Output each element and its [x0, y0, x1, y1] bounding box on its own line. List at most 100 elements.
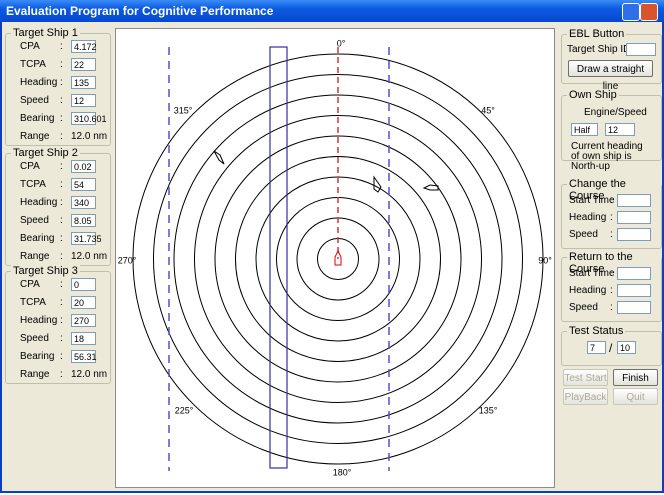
colon: :: [610, 212, 613, 223]
radar: 0° 45° 90° 135° 180° 225° 270° 315°: [118, 38, 553, 477]
field-label: Bearing: [20, 233, 55, 244]
own-ship: [334, 249, 342, 266]
range-value: 12.0 nm: [71, 369, 108, 380]
colon: :: [60, 77, 63, 88]
range-ring: [173, 94, 503, 424]
colon: :: [60, 369, 63, 380]
colon: :: [60, 297, 63, 308]
field-label: Start Time: [569, 268, 615, 279]
title-bar: Evaluation Program for Cognitive Perform…: [0, 0, 664, 22]
field-input[interactable]: 56.31: [71, 350, 97, 363]
speed-input[interactable]: 12: [605, 123, 635, 136]
field-label: Engine/Speed: [584, 107, 647, 118]
field-input[interactable]: [617, 211, 651, 224]
group-title: Test Status: [567, 325, 626, 337]
field-label: Target Ship ID :: [567, 44, 636, 55]
colon: :: [60, 113, 63, 124]
current-input[interactable]: 7: [587, 341, 606, 354]
colon: :: [60, 251, 63, 262]
field-label: Heading: [569, 212, 607, 223]
field-input[interactable]: 340: [71, 196, 96, 209]
field-label: Heading: [20, 315, 58, 326]
field-input[interactable]: 8.05: [71, 214, 96, 227]
field-label: Range: [20, 131, 50, 142]
colon: :: [60, 279, 63, 290]
group-box: Test Status: [561, 325, 662, 366]
colon: :: [60, 215, 63, 226]
field-label: CPA: [20, 279, 40, 290]
target-id-input[interactable]: [626, 43, 656, 56]
radar-panel: 0° 45° 90° 135° 180° 225° 270° 315°: [115, 28, 555, 488]
range-ring: [132, 53, 544, 465]
range-ring: [153, 74, 523, 444]
note: Current heading of own ship is North-up: [571, 141, 643, 172]
field-input[interactable]: [617, 267, 651, 280]
field-input[interactable]: 0: [71, 278, 96, 291]
bearing-label: 0°: [337, 38, 346, 48]
bearing-label: 90°: [538, 255, 552, 265]
field-label: Range: [20, 369, 50, 380]
colon: :: [60, 59, 63, 70]
bearing-label: 45°: [481, 105, 495, 115]
field-label: Speed: [569, 229, 598, 240]
bearing-label: 135°: [479, 405, 498, 415]
field-label: Speed: [20, 333, 49, 344]
range-ring: [235, 156, 441, 362]
colon: :: [610, 195, 613, 206]
field-input[interactable]: 0.02: [71, 160, 96, 173]
field-input[interactable]: 135: [71, 76, 96, 89]
bearing-label: 270°: [118, 255, 137, 265]
field-input[interactable]: 270: [71, 314, 96, 327]
colon: :: [60, 131, 63, 142]
field-label: CPA: [20, 161, 40, 172]
field-input[interactable]: 54: [71, 178, 96, 191]
close-button[interactable]: [640, 3, 658, 21]
field-input[interactable]: [617, 284, 651, 297]
ebl-rect: [269, 46, 288, 469]
field-input[interactable]: 12: [71, 94, 96, 107]
group-box: Target Ship 1: [5, 27, 111, 146]
group-box: Own Ship: [561, 89, 662, 161]
field-label: Heading: [20, 197, 58, 208]
field-input[interactable]: 20: [71, 296, 96, 309]
field-input[interactable]: 310.601: [71, 112, 107, 125]
field-input[interactable]: [617, 301, 651, 314]
colon: :: [60, 351, 63, 362]
target-ship: [213, 150, 225, 165]
colon: :: [60, 197, 63, 208]
field-input[interactable]: 22: [71, 58, 96, 71]
colon: :: [60, 333, 63, 344]
field-label: Bearing: [20, 351, 55, 362]
colon: :: [60, 95, 63, 106]
group-title: Target Ship 1: [11, 27, 80, 39]
field-label: TCPA: [20, 179, 46, 190]
window-title: Evaluation Program for Cognitive Perform…: [6, 4, 274, 18]
bearing-label: 315°: [174, 105, 193, 115]
group-title: Target Ship 3: [11, 265, 80, 277]
field-input[interactable]: [617, 194, 651, 207]
colon: :: [610, 268, 613, 279]
field-input[interactable]: 4.172: [71, 40, 97, 53]
colon: :: [60, 161, 63, 172]
minimize-button[interactable]: [622, 3, 640, 21]
total-input[interactable]: 10: [617, 341, 636, 354]
field-input[interactable]: [617, 228, 651, 241]
group-box: EBL Button: [561, 28, 662, 84]
group-box: Target Ship 3: [5, 265, 111, 384]
field-label: CPA: [20, 41, 40, 52]
colon: :: [60, 179, 63, 190]
range-ring: [214, 135, 462, 383]
draw-line-button[interactable]: Draw a straight line: [568, 60, 653, 92]
field-label: TCPA: [20, 59, 46, 70]
field-label: Start Time: [569, 195, 615, 206]
button[interactable]: Finish: [613, 369, 658, 386]
bearing-label: 225°: [175, 405, 194, 415]
group-title: Own Ship: [567, 89, 619, 101]
field-label: Speed: [20, 95, 49, 106]
field-input[interactable]: 18: [71, 332, 96, 345]
colon: :: [60, 41, 63, 52]
colon: :: [610, 229, 613, 240]
field-input[interactable]: 31.735: [71, 232, 102, 245]
bearing-label: 180°: [333, 467, 352, 477]
engine-input[interactable]: Half: [571, 123, 598, 136]
